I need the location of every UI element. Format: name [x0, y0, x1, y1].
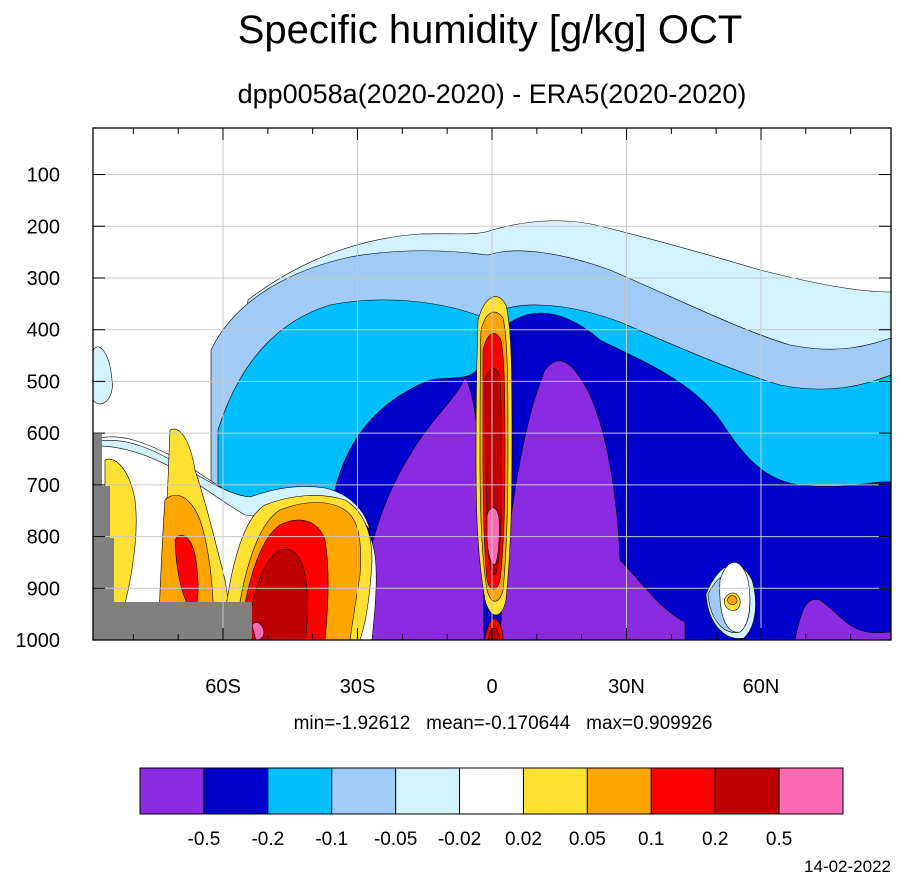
- colorbar: [139, 767, 844, 815]
- colorbar-level-label: 0.05: [569, 829, 606, 850]
- chart-title: Specific humidity [g/kg] OCT: [238, 8, 743, 52]
- plot-area: [92, 127, 892, 641]
- colorbar-swatch: [522, 767, 588, 815]
- colorbar-swatch: [778, 767, 844, 815]
- y-tick-label: 400: [27, 320, 60, 342]
- x-tick-label: 60N: [743, 676, 780, 698]
- contour-region: [794, 598, 891, 640]
- colorbar-swatch: [459, 767, 524, 815]
- x-tick-label: 60S: [205, 676, 241, 698]
- x-tick-label: 30N: [608, 676, 645, 698]
- colorbar-swatch: [203, 767, 269, 815]
- colorbar-swatch: [331, 767, 397, 815]
- colorbar-level-label: -0.2: [251, 829, 284, 850]
- contour-region: [499, 360, 686, 640]
- y-tick-label: 700: [27, 475, 60, 497]
- colorbar-level-label: 0.5: [766, 829, 792, 850]
- chart-subtitle: dpp0058a(2020-2020) - ERA5(2020-2020): [238, 79, 747, 109]
- axis-ticks: [93, 128, 891, 641]
- contour-region: [174, 535, 199, 611]
- x-tick-label: 0: [486, 676, 497, 698]
- stats-text: min=-1.92612 mean=-0.170644 max=0.909926: [294, 713, 713, 734]
- colorbar-level-label: 0.2: [702, 829, 728, 850]
- missing-data-mask: [93, 434, 252, 640]
- colorbar-swatch: [395, 767, 461, 815]
- colorbar-level-label: -0.05: [374, 829, 417, 850]
- colorbar-level-label: -0.1: [315, 829, 348, 850]
- y-tick-label: 800: [27, 527, 60, 549]
- y-tick-label: 600: [27, 423, 60, 445]
- colorbar-level-label: 0.02: [505, 829, 542, 850]
- y-tick-label: 500: [27, 371, 60, 393]
- colorbar-level-label: -0.5: [188, 829, 221, 850]
- colorbar-swatch: [714, 767, 780, 815]
- date-stamp: 14-02-2022: [804, 857, 891, 876]
- y-tick-label: 1000: [16, 630, 61, 652]
- colorbar-swatch: [586, 767, 652, 815]
- contour-region: [727, 595, 738, 606]
- colorbar-level-label: -0.02: [438, 829, 481, 850]
- contour-region: [247, 548, 308, 640]
- y-tick-labels: 100 200 300 400 500 600 700 800 900 1000: [16, 165, 61, 652]
- colorbar-labels: -0.5 -0.2 -0.1 -0.05 -0.02 0.02 0.05 0.1 0.2 0.5: [188, 829, 793, 850]
- colorbar-swatch: [650, 767, 716, 815]
- grid-lines: [93, 128, 891, 641]
- contour-region: [487, 627, 501, 640]
- colorbar-swatch: [267, 767, 333, 815]
- colorbar-level-label: 0.1: [638, 829, 664, 850]
- x-tick-labels: 60S 30S 0 30N 60N: [205, 676, 779, 698]
- contour-region: [93, 346, 113, 405]
- colorbar-swatch: [139, 767, 205, 815]
- contour-fields: [93, 220, 891, 640]
- x-tick-label: 30S: [340, 676, 376, 698]
- y-tick-label: 300: [27, 268, 60, 290]
- y-tick-label: 900: [27, 578, 60, 600]
- y-tick-label: 200: [27, 216, 60, 238]
- y-tick-label: 100: [27, 165, 60, 187]
